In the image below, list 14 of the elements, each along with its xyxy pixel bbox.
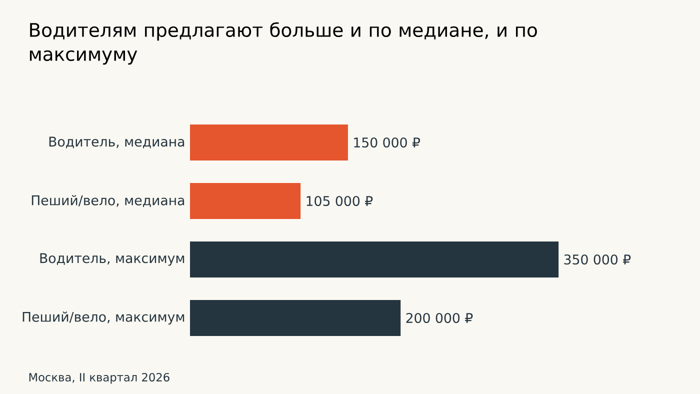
data-label: 200 000 ₽ bbox=[406, 312, 473, 324]
data-label: 350 000 ₽ bbox=[564, 254, 631, 265]
bar bbox=[190, 300, 401, 336]
y-tick-label: Пеший/вело, максимум bbox=[22, 312, 184, 324]
bar bbox=[190, 124, 348, 161]
data-label: 105 000 ₽ bbox=[306, 196, 373, 206]
y-tick-label: Водитель, медиана bbox=[49, 136, 184, 148]
data-label: 150 000 ₽ bbox=[354, 137, 420, 148]
bar bbox=[190, 183, 301, 220]
chart-title: Водителям предлагают больше и по медиане, и по максимуму bbox=[30, 22, 537, 65]
text: Москва, II квартал 2026 bbox=[29, 372, 170, 384]
bar bbox=[190, 242, 559, 278]
y-tick-label: Водитель, максимум bbox=[40, 253, 184, 266]
y-tick-label: Пеший/вело, медиана bbox=[32, 195, 184, 207]
